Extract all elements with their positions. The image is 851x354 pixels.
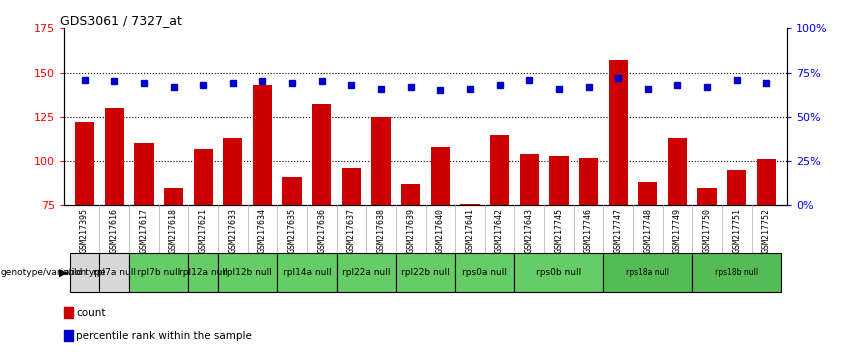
- Bar: [188, 253, 218, 292]
- Bar: [693, 253, 781, 292]
- Bar: [371, 117, 391, 338]
- Text: rpl22b null: rpl22b null: [401, 268, 450, 277]
- Bar: [283, 177, 302, 338]
- Bar: [668, 138, 687, 338]
- Bar: [460, 204, 480, 338]
- Text: GDS3061 / 7327_at: GDS3061 / 7327_at: [60, 14, 182, 27]
- Text: rpl7b null: rpl7b null: [137, 268, 180, 277]
- Bar: [549, 156, 568, 338]
- Bar: [129, 253, 188, 292]
- Text: GSM217637: GSM217637: [347, 208, 356, 253]
- Bar: [490, 135, 509, 338]
- Bar: [218, 253, 277, 292]
- Text: GSM217748: GSM217748: [643, 208, 653, 253]
- Bar: [253, 85, 272, 338]
- Bar: [100, 253, 129, 292]
- Text: GSM217618: GSM217618: [169, 208, 178, 253]
- Text: genotype/variation: genotype/variation: [1, 268, 87, 277]
- Text: GSM217642: GSM217642: [495, 208, 504, 253]
- Text: GSM217639: GSM217639: [406, 208, 415, 253]
- Text: GSM217395: GSM217395: [80, 208, 89, 253]
- Bar: [396, 253, 455, 292]
- Text: GSM217745: GSM217745: [554, 208, 563, 253]
- Bar: [193, 149, 213, 338]
- Bar: [431, 147, 450, 338]
- Text: GSM217640: GSM217640: [436, 208, 445, 253]
- Text: GSM217635: GSM217635: [288, 208, 297, 253]
- Text: GSM217643: GSM217643: [525, 208, 534, 253]
- Bar: [342, 168, 361, 338]
- Bar: [401, 184, 420, 338]
- Bar: [312, 104, 331, 338]
- Bar: [727, 170, 746, 338]
- Bar: [638, 182, 658, 338]
- Text: rps18a null: rps18a null: [626, 268, 670, 277]
- Text: percentile rank within the sample: percentile rank within the sample: [77, 331, 253, 341]
- Text: GSM217749: GSM217749: [673, 208, 682, 253]
- Text: rpl12b null: rpl12b null: [223, 268, 272, 277]
- Bar: [515, 253, 603, 292]
- Text: ▶: ▶: [59, 268, 67, 278]
- Text: GSM217633: GSM217633: [228, 208, 237, 253]
- Bar: [757, 159, 776, 338]
- Bar: [277, 253, 336, 292]
- Bar: [520, 154, 539, 338]
- Text: GSM217617: GSM217617: [140, 208, 148, 253]
- Text: GSM217751: GSM217751: [732, 208, 741, 253]
- Bar: [70, 253, 100, 292]
- Bar: [336, 253, 396, 292]
- Text: GSM217638: GSM217638: [376, 208, 386, 253]
- Bar: [134, 143, 153, 338]
- Text: GSM217616: GSM217616: [110, 208, 119, 253]
- Bar: [64, 307, 73, 318]
- Text: wild type: wild type: [64, 268, 106, 277]
- Text: GSM217747: GSM217747: [614, 208, 623, 253]
- Text: rps0a null: rps0a null: [462, 268, 507, 277]
- Bar: [603, 253, 693, 292]
- Text: GSM217636: GSM217636: [317, 208, 326, 253]
- Text: GSM217750: GSM217750: [703, 208, 711, 253]
- Bar: [105, 108, 124, 338]
- Bar: [698, 188, 717, 338]
- Text: GSM217621: GSM217621: [198, 208, 208, 253]
- Text: rpl7a null: rpl7a null: [93, 268, 135, 277]
- Bar: [579, 158, 598, 338]
- Bar: [164, 188, 183, 338]
- Text: count: count: [77, 308, 106, 318]
- Text: rpl22a null: rpl22a null: [342, 268, 391, 277]
- Bar: [223, 138, 243, 338]
- Bar: [75, 122, 94, 338]
- Text: rps0b null: rps0b null: [536, 268, 581, 277]
- Text: rpl14a null: rpl14a null: [283, 268, 331, 277]
- Text: rpl12a null: rpl12a null: [179, 268, 227, 277]
- Text: GSM217752: GSM217752: [762, 208, 771, 253]
- Bar: [64, 330, 73, 341]
- Text: GSM217641: GSM217641: [465, 208, 475, 253]
- Text: GSM217634: GSM217634: [258, 208, 267, 253]
- Bar: [455, 253, 515, 292]
- Bar: [608, 60, 628, 338]
- Text: rps18b null: rps18b null: [715, 268, 758, 277]
- Text: GSM217746: GSM217746: [584, 208, 593, 253]
